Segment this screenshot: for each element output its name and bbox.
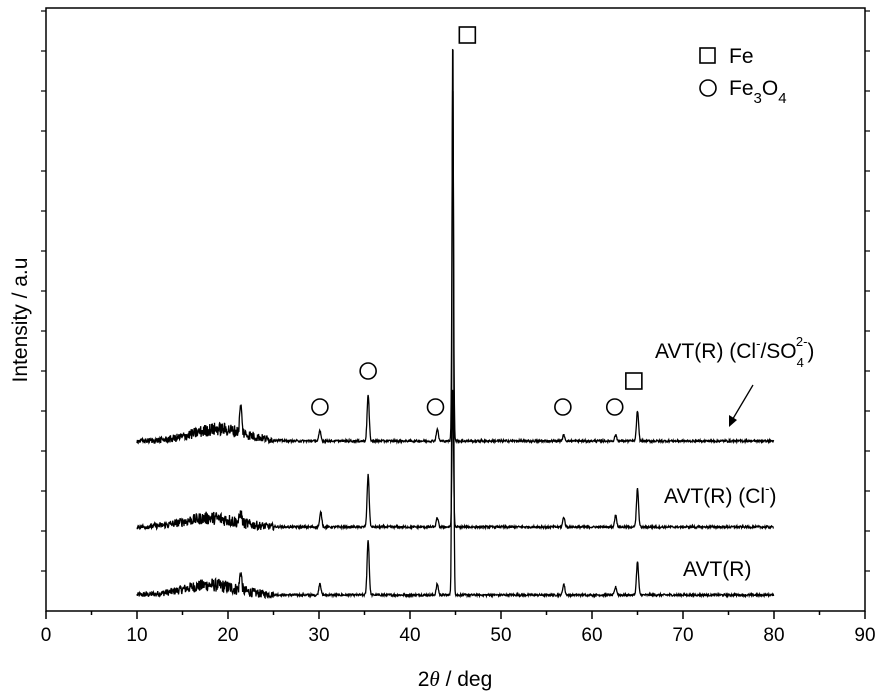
peak-markers [311,26,643,416]
y-axis-ticks [41,10,870,572]
legend: Fe Fe3O4 [699,45,787,107]
x-axis-title: 2θ / deg [418,667,493,691]
x-tick-label: 80 [763,625,784,646]
legend-label-fe: Fe [729,45,754,68]
fe3o4-marker-icon [311,398,329,416]
fe-marker-icon [625,372,643,390]
series-label-avt-r-cl: AVT(R) (Cl-) [664,481,776,508]
annotation-arrow [729,384,754,427]
fe3o4-marker-icon [359,362,377,380]
y-axis-title: Intensity / a.u [9,258,32,383]
series-line-1 [136,389,774,532]
fe3o4-marker-icon [426,398,445,416]
x-tick-label: 30 [308,625,329,646]
x-tick-label: 40 [399,625,420,646]
legend-square-icon [699,47,716,64]
x-tick-label: 70 [672,625,693,646]
x-tick-label: 10 [126,625,147,646]
series-label-avt-r-cl-so4: AVT(R) (Cl-/SO42-) [655,334,814,370]
fe3o4-marker-icon [605,398,624,416]
x-tick-label: 50 [490,625,511,646]
series-line-0 [136,48,775,600]
x-axis-ticks: 0 10 20 30 40 50 60 70 80 90 [41,611,876,646]
legend-circle-icon [699,79,717,97]
x-tick-label: 0 [41,625,52,646]
x-tick-label: 90 [854,625,875,646]
x-tick-label: 20 [217,625,238,646]
series-line-2 [136,89,775,445]
legend-label-fe3o4: Fe3O4 [729,77,787,107]
series-layer [136,48,775,600]
x-tick-label: 60 [581,625,602,646]
fe-marker-icon [458,26,477,44]
fe3o4-marker-icon [554,398,572,416]
series-label-avt-r: AVT(R) [683,558,751,581]
